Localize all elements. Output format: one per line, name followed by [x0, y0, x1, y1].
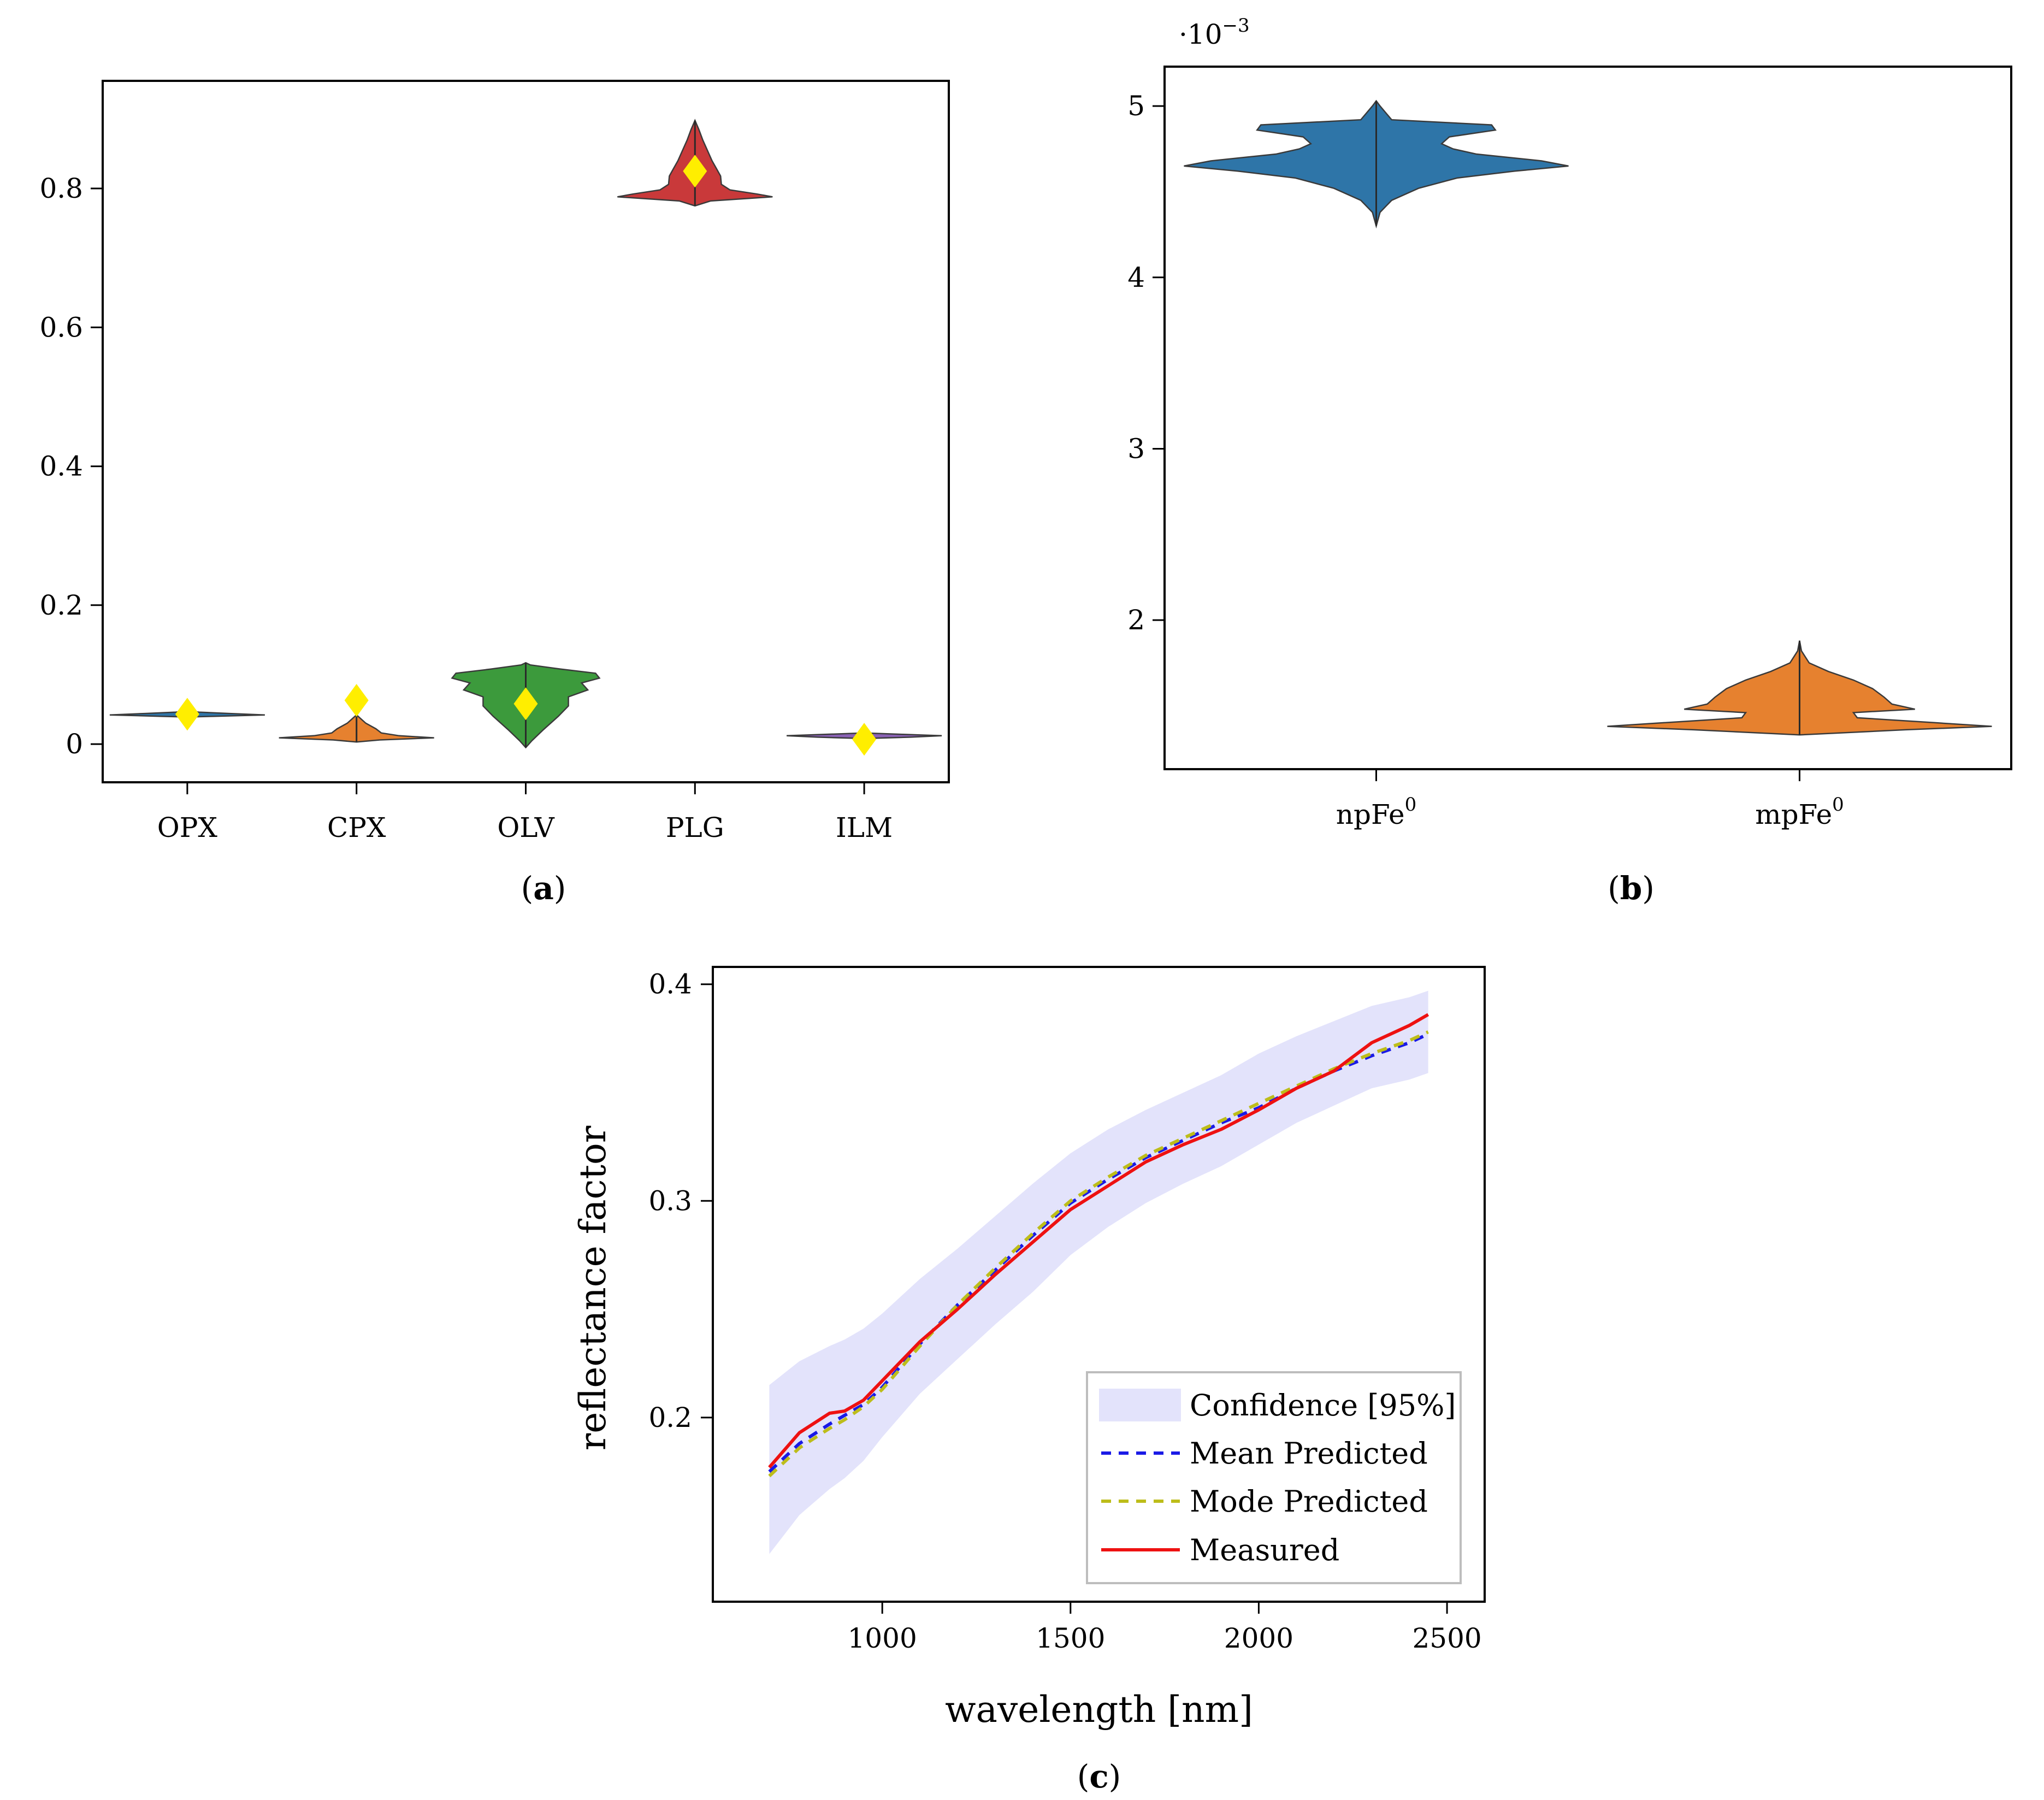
y-tick-label: 0.8 — [39, 173, 83, 204]
y-tick-label: 2 — [1127, 604, 1145, 636]
mean-marker-plg — [683, 155, 707, 188]
x-tick-label: 1000 — [848, 1622, 917, 1654]
legend-label-mode: Mode Predicted — [1190, 1484, 1428, 1519]
panel-a: 0 0.2 0.4 0.6 0.8 OPX CPX OLV PLG ILM (a) — [39, 80, 950, 907]
x-tick-label-olv: OLV — [497, 812, 554, 843]
legend-label-mean: Mean Predicted — [1190, 1436, 1428, 1471]
x-tick-label-ilm: ILM — [836, 812, 893, 843]
legend-label-confidence: Confidence [95%] — [1190, 1388, 1456, 1423]
mean-marker-ilm — [852, 723, 877, 756]
mean-marker-cpx — [344, 684, 369, 717]
y-tick-label: 0.2 — [648, 1402, 692, 1433]
panel-c: 0.2 0.3 0.4 1000 1500 2000 2500 wavelength [n… — [572, 966, 1486, 1795]
caption-a: (a) — [521, 870, 566, 907]
mean-marker-olv — [513, 687, 538, 721]
mean-marker-opx — [175, 698, 199, 731]
y-tick-label: 3 — [1127, 433, 1145, 465]
confidence-band — [769, 990, 1428, 1554]
legend-swatch-confidence — [1099, 1389, 1181, 1421]
scale-factor-label: ·10−3 — [1179, 15, 1250, 50]
plot-frame-a — [102, 80, 950, 783]
caption-b: (b) — [1608, 870, 1655, 907]
legend: Confidence [95%] Mean Predicted Mode Pre… — [1086, 1371, 1462, 1584]
x-tick-label-cpx: CPX — [327, 812, 386, 843]
y-tick-label: 5 — [1127, 90, 1145, 122]
y-tick-label: 4 — [1127, 262, 1145, 293]
y-tick-label: 0.2 — [39, 589, 83, 621]
x-tick-label: 2000 — [1224, 1622, 1293, 1654]
x-tick-label-plg: PLG — [666, 812, 724, 843]
caption-c: (c) — [1077, 1758, 1121, 1795]
plot-frame-c — [712, 966, 1486, 1603]
x-tick-label: 1500 — [1036, 1622, 1105, 1654]
x-tick-label-npfe: npFe0 — [1336, 794, 1416, 830]
x-tick-label: 2500 — [1412, 1622, 1481, 1654]
plot-frame-b — [1163, 66, 2012, 770]
y-axis-label: reflectance factor — [572, 1125, 614, 1450]
y-tick-label: 0.4 — [648, 969, 692, 1000]
x-axis-label: wavelength [nm] — [945, 1689, 1253, 1731]
x-tick-label-mpfe: mpFe0 — [1755, 794, 1844, 830]
y-tick-label: 0.6 — [39, 311, 83, 343]
series-mode-predicted — [768, 1030, 1429, 1478]
series-measured — [768, 1013, 1429, 1469]
panel-b: 2 3 4 5 npFe0 mpFe0 ·10−3 (b) — [1127, 15, 2012, 907]
legend-label-measured: Measured — [1190, 1533, 1339, 1567]
y-tick-label: 0.4 — [39, 451, 83, 482]
y-tick-label: 0.3 — [648, 1185, 692, 1217]
y-tick-label: 0 — [66, 728, 83, 760]
x-tick-label-opx: OPX — [157, 812, 218, 843]
